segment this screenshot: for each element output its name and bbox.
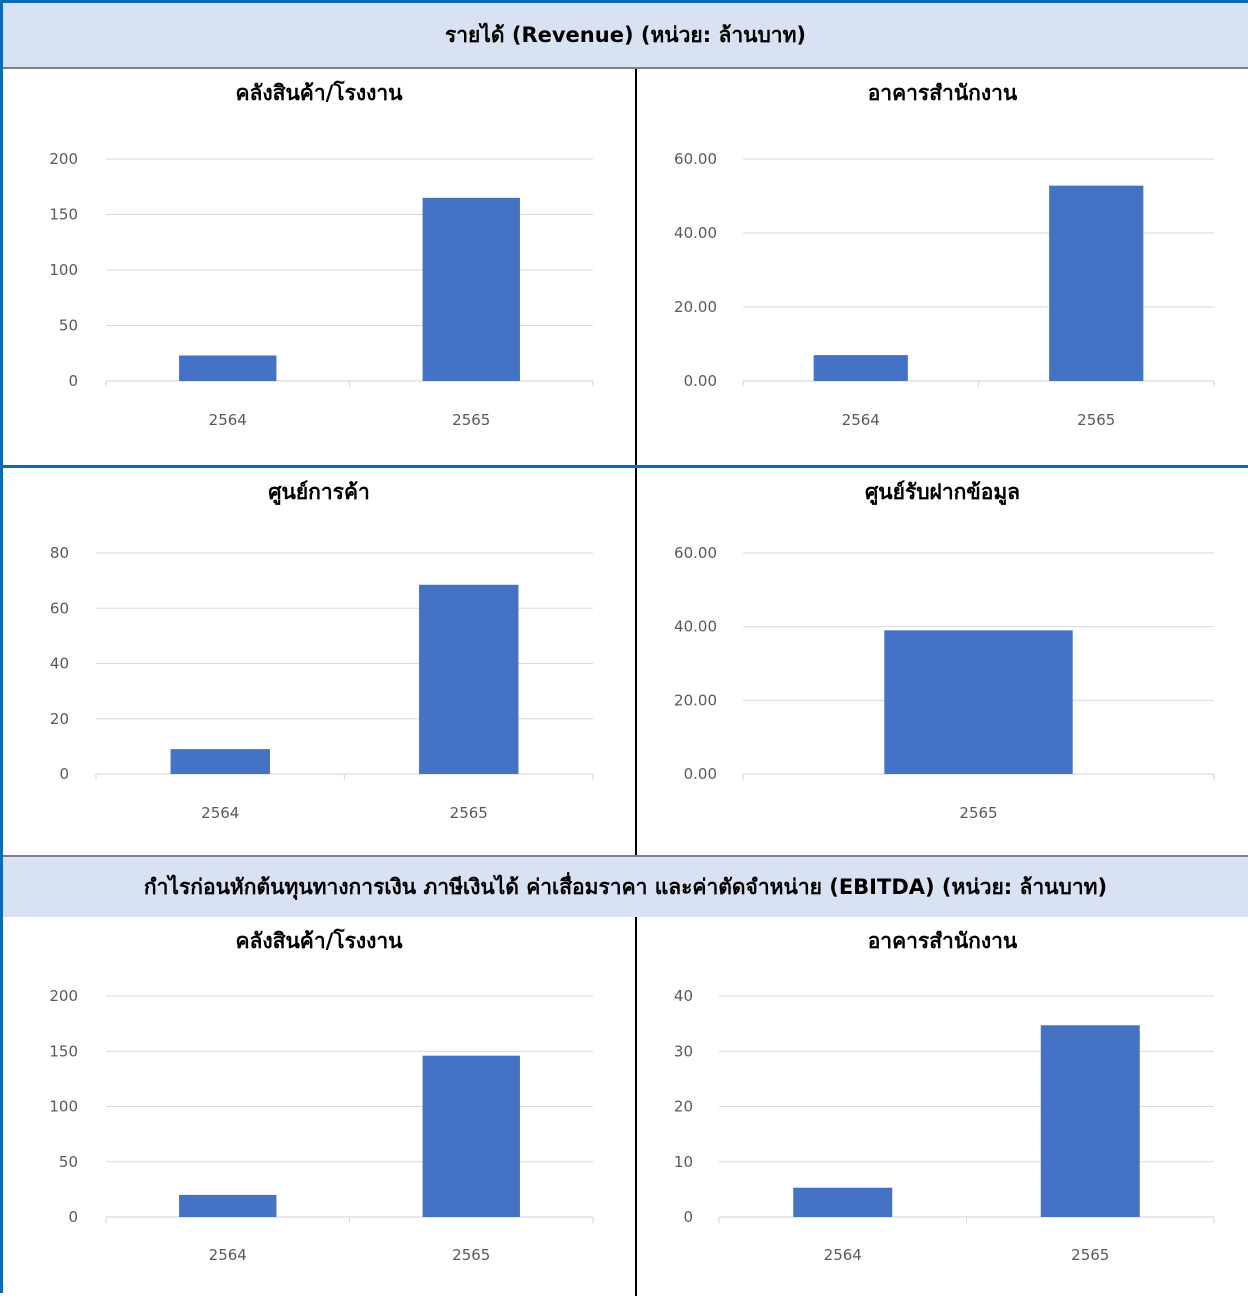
y-tick-label: 30 xyxy=(674,1042,693,1060)
y-tick-label: 20 xyxy=(50,710,69,728)
ebitda-warehouse-chart-panel: คลังสินค้า/โรงงาน 0 50 100 150 200 2564 2565 xyxy=(3,917,635,1296)
revenue-warehouse-chart: 0 50 100 150 200 2564 2565 xyxy=(49,150,594,429)
x-tick-label: 2564 xyxy=(824,1246,862,1264)
bar xyxy=(179,355,277,381)
revenue-section-title: รายได้ (Revenue) (หน่วย: ล้านบาท) xyxy=(3,3,1248,69)
bar xyxy=(179,1194,277,1217)
x-tick-label: 2565 xyxy=(959,804,997,822)
ebitda-office-chart-panel: อาคารสำนักงาน 0 10 20 30 40 2564 2565 xyxy=(637,917,1248,1296)
x-tick-label: 2564 xyxy=(209,1246,247,1264)
bar xyxy=(422,1055,520,1217)
y-tick-label: 10 xyxy=(674,1153,693,1171)
y-tick-label: 50 xyxy=(59,317,78,335)
y-tick-label: 60 xyxy=(50,599,69,617)
y-tick-label: 20 xyxy=(674,1098,693,1116)
column-divider xyxy=(635,69,637,465)
y-tick-label: 80 xyxy=(50,544,69,562)
bar xyxy=(1040,1025,1140,1217)
revenue-warehouse-chart-panel: คลังสินค้า/โรงงาน 0 50 100 150 200 2564 2565 xyxy=(3,69,635,465)
y-tick-label: 60.00 xyxy=(674,544,717,562)
bar xyxy=(793,1187,893,1217)
x-tick-label: 2565 xyxy=(450,804,488,822)
y-tick-label: 50 xyxy=(59,1153,78,1171)
revenue-datacenter-chart-panel: ศูนย์รับฝากข้อมูล 0.00 20.00 40.00 60.00 256… xyxy=(637,468,1248,855)
x-tick-label: 2564 xyxy=(201,804,239,822)
y-tick-label: 0 xyxy=(683,1208,693,1226)
bar xyxy=(884,630,1073,774)
y-tick-label: 20.00 xyxy=(674,298,717,316)
y-tick-label: 40.00 xyxy=(674,618,717,636)
y-tick-label: 40.00 xyxy=(674,224,717,242)
y-tick-label: 0 xyxy=(59,765,69,783)
y-tick-label: 200 xyxy=(49,987,78,1005)
y-tick-label: 0.00 xyxy=(684,765,717,783)
column-divider xyxy=(635,468,637,855)
revenue-datacenter-chart: 0.00 20.00 40.00 60.00 2565 xyxy=(674,544,1215,822)
chart-title: คลังสินค้า/โรงงาน xyxy=(235,929,403,953)
chart-title: อาคารสำนักงาน xyxy=(867,929,1018,953)
y-tick-label: 40 xyxy=(674,987,693,1005)
x-tick-label: 2565 xyxy=(1077,411,1115,429)
bar xyxy=(813,355,908,381)
y-tick-label: 40 xyxy=(50,655,69,673)
bar xyxy=(170,749,270,774)
x-tick-label: 2565 xyxy=(452,411,490,429)
x-tick-label: 2565 xyxy=(1071,1246,1109,1264)
x-tick-label: 2564 xyxy=(209,411,247,429)
bar xyxy=(422,197,520,381)
y-tick-label: 0 xyxy=(68,1208,78,1226)
x-tick-label: 2564 xyxy=(842,411,880,429)
chart-title: อาคารสำนักงาน xyxy=(867,81,1018,105)
y-tick-label: 100 xyxy=(49,1098,78,1116)
ebitda-section-title: กำไรก่อนหักต้นทุนทางการเงิน ภาษีเงินได้ … xyxy=(3,855,1248,917)
x-tick-label: 2565 xyxy=(452,1246,490,1264)
bar xyxy=(419,584,519,774)
chart-title: ศูนย์การค้า xyxy=(268,480,370,504)
y-tick-label: 0 xyxy=(68,372,78,390)
column-divider xyxy=(635,917,637,1296)
y-tick-label: 20.00 xyxy=(674,691,717,709)
revenue-office-chart-panel: อาคารสำนักงาน 0.00 20.00 40.00 60.00 2564 256… xyxy=(637,69,1248,465)
y-tick-label: 60.00 xyxy=(674,150,717,168)
row-divider xyxy=(3,465,1248,468)
revenue-retail-chart: 0 20 40 60 80 2564 2565 xyxy=(50,544,594,822)
chart-title: ศูนย์รับฝากข้อมูล xyxy=(864,480,1021,504)
ebitda-office-chart: 0 10 20 30 40 2564 2565 xyxy=(674,987,1215,1264)
y-tick-label: 100 xyxy=(49,261,78,279)
revenue-office-chart: 0.00 20.00 40.00 60.00 2564 2565 xyxy=(674,150,1215,429)
y-tick-label: 0.00 xyxy=(684,372,717,390)
revenue-retail-chart-panel: ศูนย์การค้า 0 20 40 60 80 2564 2565 xyxy=(3,468,635,855)
bar xyxy=(1049,185,1144,381)
ebitda-warehouse-chart: 0 50 100 150 200 2564 2565 xyxy=(49,987,594,1264)
y-tick-label: 150 xyxy=(49,1042,78,1060)
y-tick-label: 200 xyxy=(49,150,78,168)
y-tick-label: 150 xyxy=(49,206,78,224)
chart-title: คลังสินค้า/โรงงาน xyxy=(235,81,403,105)
